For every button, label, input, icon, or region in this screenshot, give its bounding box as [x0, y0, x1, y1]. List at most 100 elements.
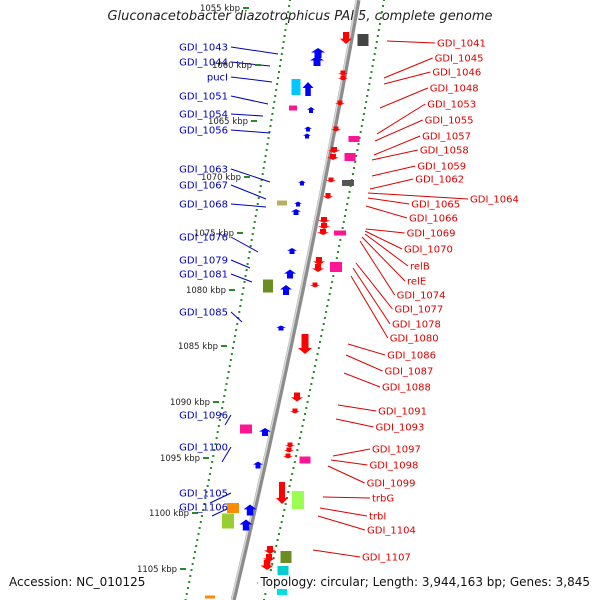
backbone-line	[230, 0, 361, 600]
tick-dot	[298, 437, 301, 439]
reverse-gene-arrow	[283, 453, 293, 459]
tick-dot	[255, 209, 258, 211]
tick-dot	[257, 197, 260, 199]
right-gene-label: GDI_1041	[437, 39, 486, 50]
reverse-gene-arrow	[328, 147, 340, 153]
kbp-label: 1060 kbp	[212, 61, 252, 71]
tick-dot	[225, 383, 228, 385]
tick-dot	[375, 41, 378, 43]
kbp-label: 1100 kbp	[149, 509, 189, 519]
right-gene-label: GDI_1074	[397, 291, 446, 302]
tick-dot	[279, 527, 282, 529]
forward-gene-arrow	[302, 82, 314, 96]
tick-dot	[210, 467, 213, 469]
tick-dot	[314, 365, 317, 367]
tick-dot	[376, 35, 379, 37]
tick-dot	[243, 281, 246, 283]
tick-dot	[212, 455, 215, 457]
tick-dot	[312, 371, 315, 373]
tick-dot	[192, 557, 195, 559]
tick-dot	[288, 485, 291, 487]
tick-dot	[326, 305, 329, 307]
tick-dot	[320, 335, 323, 337]
tick-dot	[273, 101, 276, 103]
tick-dot	[377, 29, 380, 31]
tick-dot	[336, 251, 339, 253]
tick-dot	[297, 443, 300, 445]
tick-dot	[362, 113, 365, 115]
right-label-line	[343, 372, 381, 388]
tick-dot	[227, 371, 230, 373]
tick-dot	[238, 311, 241, 313]
tick-dot	[269, 125, 272, 127]
forward-gene-arrow	[253, 461, 263, 469]
right-label-line	[364, 230, 403, 250]
tick-dot	[270, 119, 273, 121]
kbp-tick-mark	[243, 7, 249, 9]
kbp-label: 1055 kbp	[200, 4, 240, 14]
tick-dot	[339, 239, 342, 241]
forward-gene-arrow	[243, 504, 257, 516]
tick-dot	[220, 413, 223, 415]
tick-dot	[365, 101, 368, 103]
tick-dot	[348, 191, 351, 193]
tick-dot	[293, 461, 296, 463]
tick-dot	[275, 89, 278, 91]
left-gene-label: GDI_1067	[179, 181, 228, 192]
right-gene-label: GDI_1098	[369, 461, 418, 472]
right-label-line	[337, 404, 377, 412]
tick-dot	[366, 95, 369, 97]
gene-box	[344, 153, 356, 161]
tick-dot	[287, 11, 290, 13]
right-gene-label: GDI_1055	[425, 116, 474, 127]
kbp-tick: 1080 kbp	[186, 286, 235, 296]
right-gene-label: GDI_1048	[430, 84, 479, 95]
right-label-line	[317, 515, 366, 531]
right-label-line	[332, 448, 371, 457]
right-label-line	[374, 119, 423, 142]
right-label-line	[365, 228, 405, 234]
kbp-label: 1070 kbp	[201, 173, 241, 183]
right-gene-label: GDI_1053	[427, 100, 476, 111]
reverse-gene-arrow	[298, 334, 312, 354]
tick-dot	[261, 173, 264, 175]
reverse-gene-arrow	[284, 447, 294, 453]
tick-dot	[353, 167, 356, 169]
tick-dot	[338, 245, 341, 247]
tick-dot	[264, 155, 267, 157]
right-gene-label: GDI_1062	[415, 175, 464, 186]
gene-box	[292, 491, 304, 509]
reverse-gene-arrow	[318, 217, 330, 223]
tick-dot	[264, 593, 267, 595]
reverse-gene-arrow	[323, 193, 333, 199]
tick-dot	[185, 593, 188, 595]
right-label-line	[335, 418, 374, 428]
left-label-line	[221, 446, 232, 463]
reverse-gene-arrow	[338, 70, 348, 76]
tick-dot	[327, 299, 330, 301]
tick-dot	[273, 551, 276, 553]
tick-dot	[224, 389, 227, 391]
right-gene-label: GDI_1093	[376, 423, 425, 434]
tick-dot	[223, 395, 226, 397]
right-gene-label: trbI	[369, 512, 386, 523]
gene-box	[289, 105, 297, 111]
reverse-gene-arrow	[326, 177, 336, 183]
tick-dot	[284, 503, 287, 505]
tick-dot	[277, 533, 280, 535]
tick-dot	[215, 437, 218, 439]
tick-dot	[304, 413, 307, 415]
right-label-line	[386, 40, 436, 44]
reverse-gene-arrow	[338, 75, 348, 81]
gene-box	[277, 200, 287, 206]
tick-dot	[266, 143, 269, 145]
right-gene-label: GDI_1087	[385, 367, 434, 378]
left-gene-label: GDI_1081	[179, 270, 228, 281]
tick-dot	[345, 209, 348, 211]
forward-gene-arrow	[310, 56, 324, 66]
reverse-gene-arrow	[313, 257, 325, 265]
left-label-line	[230, 113, 264, 117]
left-gene-label: GDI_1105	[179, 489, 228, 500]
tick-dot	[374, 47, 377, 49]
left-label-line	[230, 95, 269, 105]
